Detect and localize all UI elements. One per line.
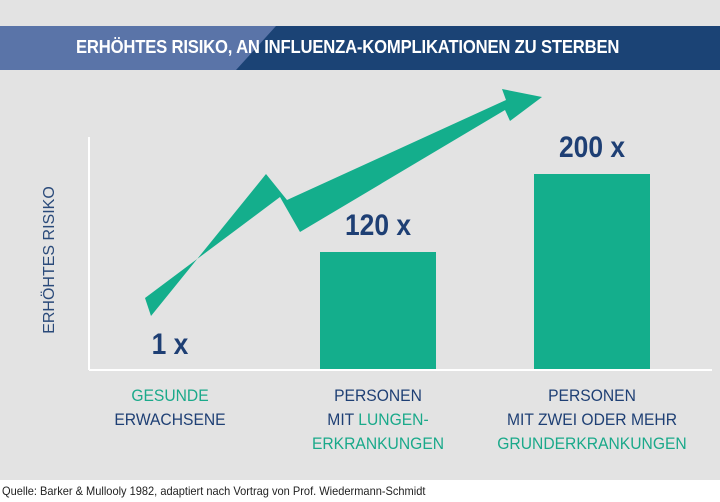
banner-dark-stripe: [236, 26, 720, 70]
value-label-3: 200 x: [558, 131, 626, 164]
category-label-3-line1: PERSONEN: [548, 386, 636, 405]
category-label-1-line2: ERWACHSENE: [114, 410, 226, 429]
value-label-1: 1 x: [151, 328, 189, 361]
category-label-3: PERSONEN MIT ZWEI ODER MEHR GRUNDERKRANK…: [491, 384, 693, 456]
category-label-3-line3: GRUNDERKRANKUNGEN: [497, 434, 687, 453]
category-label-1: GESUNDE ERWACHSENE: [69, 384, 271, 432]
bar-2: [320, 252, 436, 369]
category-label-2-line2-a: MIT: [327, 410, 359, 429]
category-label-2-line1: PERSONEN: [334, 386, 422, 405]
banner-light-stripe: [0, 26, 300, 70]
category-label-2: PERSONEN MIT LUNGEN- ERKRANKUNGEN: [277, 384, 479, 456]
bar-3: [534, 174, 650, 369]
category-label-2-line2-b: LUNGEN-: [358, 410, 429, 429]
category-label-3-line2: MIT ZWEI ODER MEHR: [506, 410, 677, 429]
y-axis-label: ERHÖHTES RISIKO: [41, 186, 58, 334]
chart-title: ERHÖHTES RISIKO, AN INFLUENZA-KOMPLIKATI…: [76, 36, 620, 57]
plot-area: [88, 89, 712, 371]
category-label-1-line1: GESUNDE: [131, 386, 209, 405]
title-banner: [0, 26, 720, 70]
trend-arrow: [145, 89, 542, 316]
category-label-2-line3: ERKRANKUNGEN: [311, 434, 445, 453]
category-label-2-line2: MIT LUNGEN-: [277, 408, 479, 432]
value-label-2: 120 x: [344, 209, 412, 242]
source-note: Quelle: Barker & Mullooly 1982, adaptier…: [2, 484, 426, 498]
